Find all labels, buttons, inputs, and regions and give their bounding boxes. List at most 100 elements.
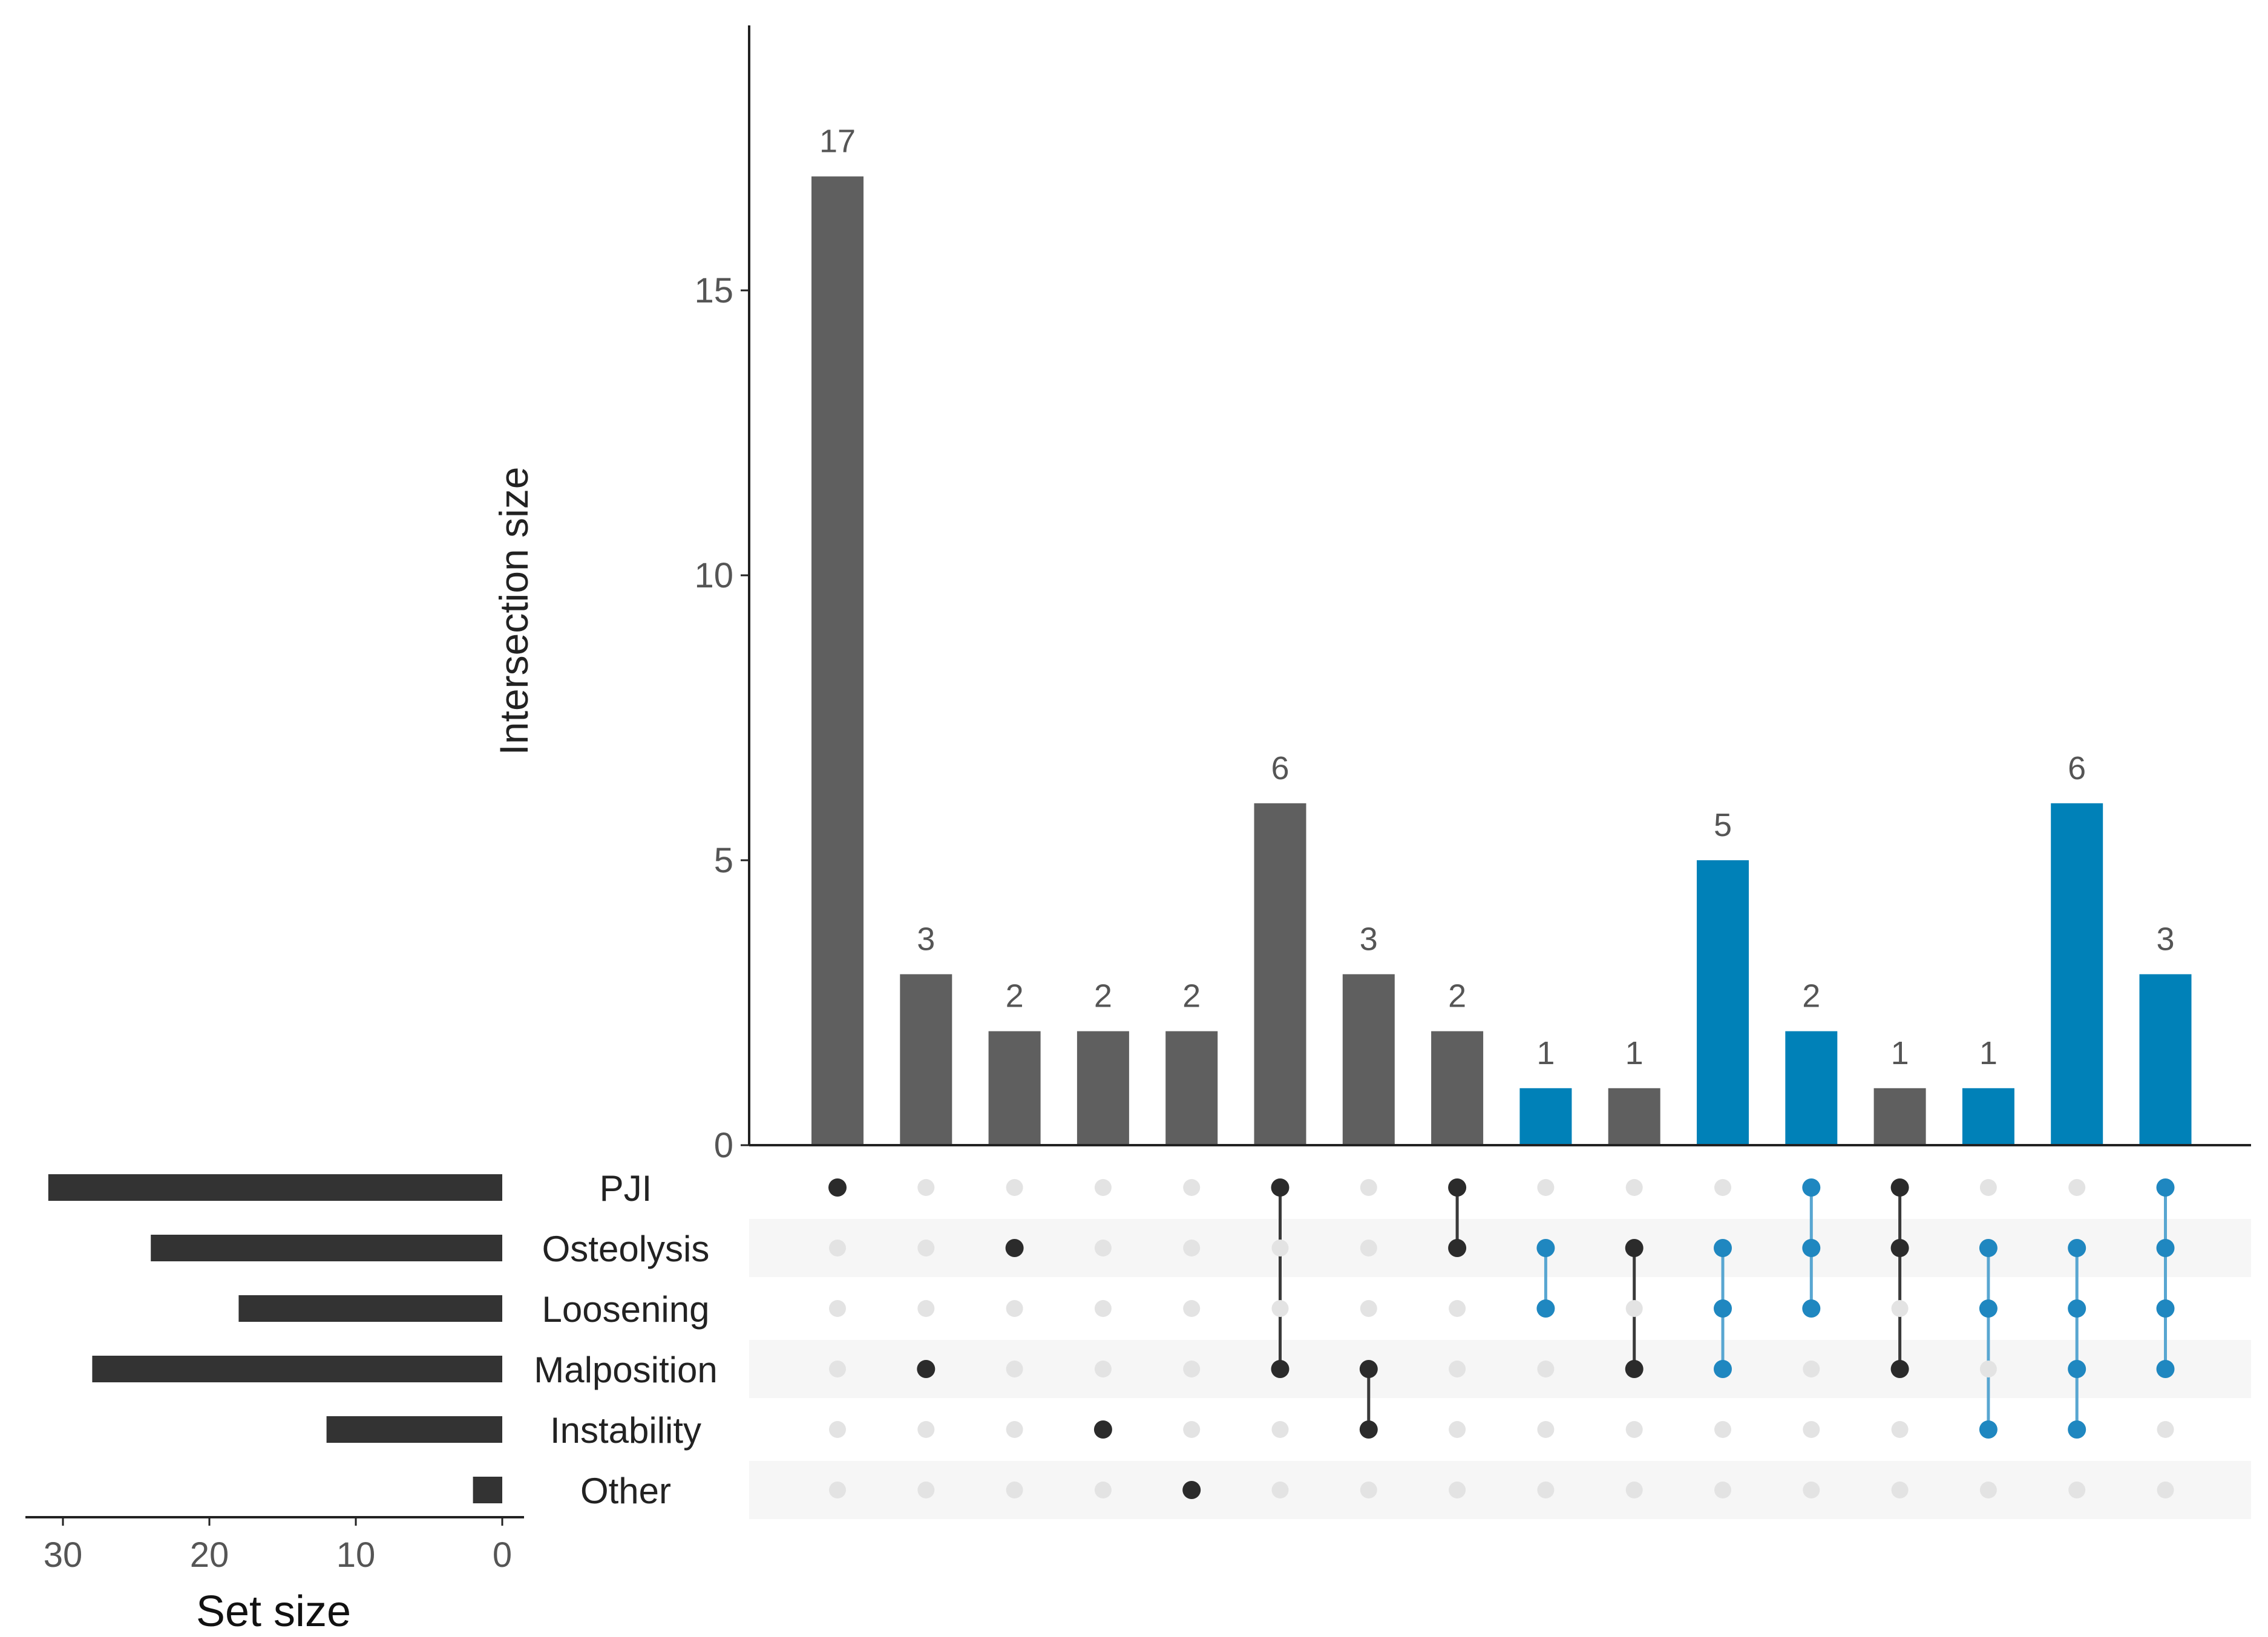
- set-size-bar: [238, 1295, 502, 1322]
- matrix-dot-inactive: [1271, 1482, 1289, 1498]
- matrix-dot-active: [1714, 1360, 1732, 1378]
- matrix-dot-inactive: [1979, 1361, 1997, 1377]
- matrix-dot-active: [1271, 1178, 1290, 1197]
- intersection-bar: [900, 974, 952, 1145]
- matrix-dot-inactive: [1449, 1361, 1466, 1377]
- matrix-dot-active: [1890, 1360, 1909, 1378]
- matrix-dot-active: [2068, 1299, 2086, 1318]
- matrix-dot-inactive: [1979, 1482, 1997, 1498]
- matrix-dot-inactive: [1094, 1179, 1112, 1196]
- intersection-bar: [1519, 1088, 1572, 1145]
- matrix-dot-inactive: [1803, 1361, 1820, 1377]
- matrix-dot-inactive: [1094, 1240, 1112, 1256]
- set-size-bars: [48, 1174, 503, 1503]
- matrix-dot-inactive: [1360, 1482, 1377, 1498]
- matrix-dot-inactive: [1271, 1240, 1289, 1256]
- matrix-dot-active: [1448, 1239, 1467, 1257]
- matrix-dot-active: [917, 1360, 936, 1378]
- y-tick-label: 5: [714, 841, 733, 880]
- intersection-bar: [1431, 1031, 1484, 1145]
- set-size-bar: [326, 1416, 502, 1443]
- set-name-label: Malposition: [534, 1350, 718, 1390]
- intersection-value-label: 1: [1625, 1035, 1644, 1071]
- matrix-dot-inactive: [1360, 1300, 1377, 1317]
- matrix-dot-active: [1802, 1299, 1821, 1318]
- matrix-dot-inactive: [1449, 1482, 1466, 1498]
- matrix-dot-active: [1979, 1299, 1998, 1318]
- matrix-dot-active: [1890, 1239, 1909, 1257]
- matrix-stripe: [749, 1340, 2251, 1398]
- matrix-dot-inactive: [1537, 1179, 1555, 1196]
- matrix-dot-inactive: [1714, 1179, 1731, 1196]
- matrix-dot-active: [828, 1178, 847, 1197]
- set-size-tick-label: 20: [190, 1535, 229, 1575]
- matrix-dot-active: [1714, 1239, 1732, 1257]
- intersection-value-label: 2: [1094, 978, 1112, 1015]
- matrix-dot-inactive: [1803, 1482, 1820, 1498]
- matrix-dot-inactive: [1006, 1179, 1023, 1196]
- intersection-bar: [1873, 1088, 1926, 1145]
- matrix-dot-inactive: [1006, 1361, 1023, 1377]
- intersection-value-label: 6: [1271, 750, 1289, 786]
- matrix-dot-inactive: [1183, 1179, 1201, 1196]
- matrix-dot-inactive: [1891, 1300, 1909, 1317]
- matrix-dot-active: [2156, 1239, 2175, 1257]
- intersection-bar: [1697, 860, 1749, 1145]
- matrix-dot-inactive: [2068, 1179, 2086, 1196]
- matrix-dots: [828, 1178, 2175, 1499]
- matrix-dot-active: [1536, 1239, 1555, 1257]
- matrix-dot-active: [1448, 1178, 1467, 1197]
- matrix-dot-active: [2156, 1299, 2175, 1318]
- matrix-dot-inactive: [917, 1421, 935, 1438]
- intersection-bar: [1254, 803, 1306, 1145]
- matrix-dot-inactive: [1891, 1482, 1909, 1498]
- matrix-dot-active: [1182, 1481, 1201, 1499]
- intersection-value-label: 3: [2156, 921, 2174, 957]
- matrix-dot-inactive: [829, 1482, 846, 1498]
- matrix-row-stripes: [749, 1219, 2251, 1519]
- matrix-dot-inactive: [917, 1179, 935, 1196]
- matrix-dot-inactive: [1714, 1421, 1731, 1438]
- intersection-bar: [1785, 1031, 1838, 1145]
- intersection-value-label: 2: [1182, 978, 1201, 1015]
- intersection-value-label: 2: [1448, 978, 1466, 1015]
- y-axis-title: Intersection size: [491, 467, 536, 756]
- matrix-dot-inactive: [1183, 1240, 1201, 1256]
- matrix-dot-inactive: [1979, 1179, 1997, 1196]
- matrix-dot-inactive: [1183, 1361, 1201, 1377]
- y-tick-label: 10: [694, 556, 733, 595]
- matrix-dot-inactive: [1271, 1421, 1289, 1438]
- matrix-dot-active: [2156, 1178, 2175, 1197]
- matrix-dot-active: [2068, 1360, 2086, 1378]
- matrix-dot-inactive: [1006, 1300, 1023, 1317]
- matrix-dot-active: [1802, 1178, 1821, 1197]
- matrix-dot-inactive: [829, 1300, 846, 1317]
- matrix-dot-active: [1093, 1420, 1112, 1439]
- intersection-bar: [1608, 1088, 1660, 1145]
- intersection-bar: [988, 1031, 1041, 1145]
- y-tick-label: 0: [714, 1126, 733, 1165]
- intersection-bar: [2139, 974, 2192, 1145]
- intersection-value-label: 2: [1006, 978, 1024, 1015]
- matrix-dot-inactive: [917, 1482, 935, 1498]
- matrix-dot-inactive: [1006, 1421, 1023, 1438]
- matrix-dot-inactive: [1625, 1300, 1643, 1317]
- intersection-value-labels: 17 3 2 2 2 6 3 2 1 1 5 2 1 1 6 3: [819, 123, 2175, 1071]
- intersection-bar: [811, 176, 864, 1146]
- matrix-dot-active: [1359, 1360, 1378, 1378]
- matrix-dot-active: [1359, 1420, 1378, 1439]
- set-name-label: Osteolysis: [542, 1229, 710, 1269]
- matrix-dot-inactive: [1714, 1482, 1731, 1498]
- matrix-dot-inactive: [2068, 1482, 2086, 1498]
- matrix-dot-inactive: [829, 1240, 846, 1256]
- matrix-dot-inactive: [2157, 1482, 2174, 1498]
- matrix-stripe: [749, 1461, 2251, 1519]
- matrix-dot-inactive: [1449, 1421, 1466, 1438]
- matrix-dot-active: [1979, 1420, 1998, 1439]
- matrix-dot-inactive: [1625, 1421, 1643, 1438]
- matrix-dot-inactive: [917, 1300, 935, 1317]
- intersection-bar: [1962, 1088, 2014, 1145]
- matrix-dot-inactive: [1537, 1482, 1555, 1498]
- matrix-dot-inactive: [829, 1421, 846, 1438]
